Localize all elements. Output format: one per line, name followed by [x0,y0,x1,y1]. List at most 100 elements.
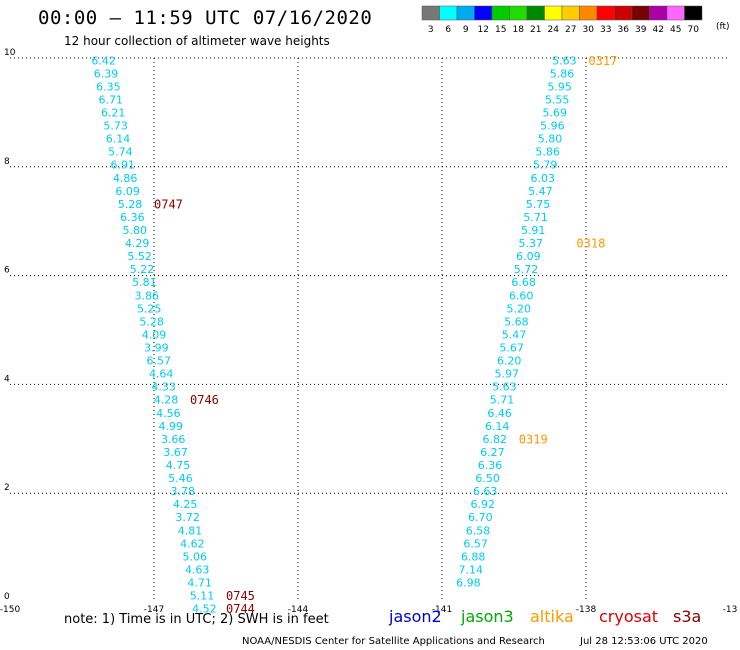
swh-value-label: 6.57 [147,355,172,368]
swh-value-label: 5.80 [538,133,563,146]
swh-value-label: 6.46 [487,407,512,420]
swh-value-label: 5.47 [528,185,553,198]
colorbar-label: 36 [618,25,630,35]
swh-value-label: 6.60 [509,289,534,302]
y-tick-label: 0 [4,592,10,602]
swh-value-label: 4.81 [178,524,203,537]
colorbar-swatch [666,5,685,21]
swh-value-label: 4.64 [149,368,174,381]
swh-value-label: 5.97 [495,368,520,381]
swh-value-label: 7.14 [459,563,484,576]
swh-value-label: 6.71 [99,93,124,106]
swh-value-label: 6.88 [461,550,486,563]
swh-value-label: 6.50 [475,472,500,485]
swh-value-label: 6.63 [473,485,498,498]
swh-value-label: 6.70 [468,511,493,524]
swh-value-label: 6.14 [485,420,510,433]
colorbar-label: 15 [495,25,506,35]
swh-value-label: 5.55 [545,93,570,106]
swh-value-label: 5.72 [514,263,539,276]
swh-value-label: 5.86 [535,146,560,159]
colorbar-label: 39 [635,25,647,35]
swh-value-label: 6.98 [456,577,481,590]
swh-value-label: 5.86 [550,67,575,80]
swh-value-label: 6.82 [483,433,508,446]
swh-value-label: 6.91 [111,159,136,172]
swh-value-label: 3.72 [175,511,200,524]
swh-value-label: 5.25 [137,302,162,315]
colorbar-label: 21 [530,25,541,35]
colorbar-swatch [491,5,510,21]
chart-subtitle: 12 hour collection of altimeter wave hei… [64,34,330,48]
colorbar-swatch [474,5,493,21]
colorbar-label: 30 [583,25,595,35]
x-tick-label: -141 [432,605,452,615]
colorbar-label: 24 [548,25,560,35]
swh-value-label: 6.20 [497,355,522,368]
units-note: note: 1) Time is in UTC; 2) SWH is in fe… [64,612,329,627]
swh-value-label: 5.80 [123,224,148,237]
swh-value-label: 4.86 [113,172,138,185]
swh-value-label: 3.86 [135,289,160,302]
colorbar-swatch [526,5,545,21]
credit-text: NOAA/NESDIS Center for Satellite Applica… [242,636,545,647]
swh-value-label: 5.47 [502,328,527,341]
x-tick-label: -144 [288,605,309,615]
colorbar-label: 70 [688,25,700,35]
swh-value-label: 6.58 [466,524,491,537]
swh-value-label: 5.81 [132,276,157,289]
swh-value-label: 6.27 [480,446,505,459]
swh-value-label: 5.79 [533,159,558,172]
colorbar-swatch [509,5,528,21]
x-tick-label: -138 [576,605,597,615]
colorbar-label: 33 [600,25,611,35]
colorbar-label: 6 [445,25,451,35]
swh-value-label: 5.74 [108,146,133,159]
legend-altika: altika [530,607,574,626]
swh-value-label: 5.06 [183,550,208,563]
swh-value-label: 5.67 [499,341,524,354]
chart-title: 00:00 – 11:59 UTC 07/16/2020 [38,7,373,29]
colorbar-swatch [544,5,563,21]
swh-value-label: 6.36 [120,211,145,224]
swh-value-label: 5.96 [540,120,565,133]
swh-value-label: 6.03 [531,172,556,185]
x-tick-label: -150 [0,605,20,615]
swh-value-label: 4.62 [180,537,205,550]
swh-value-label: 3.66 [161,433,186,446]
colorbar-unit: (ft) [716,22,730,32]
colorbar-label: 9 [463,25,469,35]
swh-value-label: 6.57 [463,537,488,550]
time-annotation: 0319 [519,432,548,446]
x-tick-label: -147 [144,605,164,615]
swh-value-label: 4.09 [142,328,167,341]
swh-value-label: 5.95 [547,80,572,93]
swh-value-label: 6.21 [101,106,126,119]
swh-value-label: 5.11 [190,590,215,603]
swh-value-label: 6.42 [91,54,116,67]
colorbar-swatch [649,5,668,21]
swh-value-label: 5.71 [490,394,515,407]
swh-value-label: 5.20 [507,302,532,315]
time-annotation: 0744 [226,602,255,616]
colorbar-swatch [631,5,650,21]
swh-value-label: 5.46 [168,472,193,485]
time-annotation: 0747 [154,197,183,211]
swh-value-label: 6.09 [115,185,140,198]
swh-value-label: 4.63 [185,563,210,576]
swh-value-label: 5.52 [127,250,152,263]
colorbar-swatch [421,5,440,21]
swh-value-label: 5.75 [526,198,551,211]
y-tick-label: 2 [4,483,10,493]
swh-value-label: 5.63 [492,381,517,394]
y-tick-label: 8 [4,157,10,167]
legend-jason3: jason3 [461,607,514,626]
data-points: 6.426.396.356.716.215.736.145.746.914.86… [91,54,576,615]
swh-value-label: 3.67 [163,446,188,459]
swh-value-label: 4.28 [154,394,179,407]
time-annotation: 0746 [190,393,219,407]
swh-value-label: 5.22 [130,263,155,276]
swh-value-label: 3.99 [144,341,169,354]
colorbar-swatch [596,5,615,21]
